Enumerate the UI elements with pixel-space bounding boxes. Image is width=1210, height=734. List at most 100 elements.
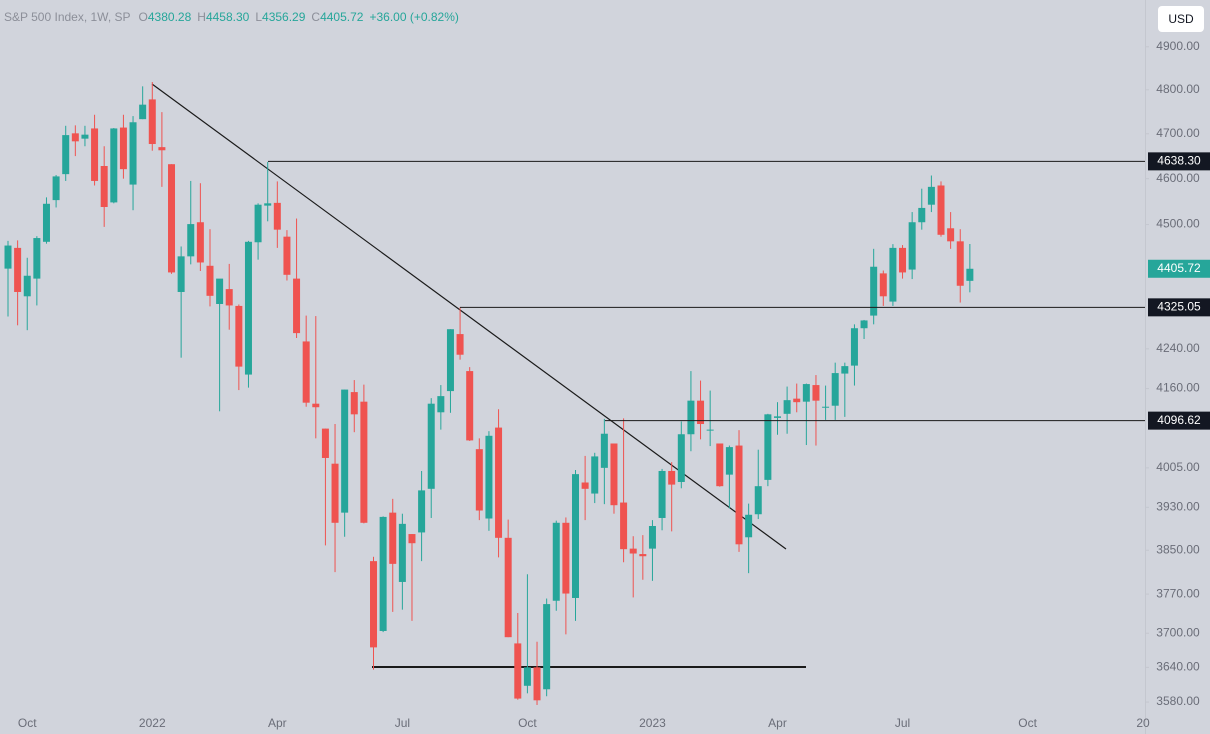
candle-body	[225, 289, 233, 306]
candle-body	[591, 456, 599, 494]
y-tick-label: 3770.00	[1156, 586, 1200, 600]
candle-body	[321, 428, 329, 458]
candle-body	[110, 128, 118, 203]
candle-body	[716, 443, 724, 487]
y-tick-label: 4005.00	[1156, 460, 1200, 474]
currency-button[interactable]: USD	[1158, 6, 1204, 32]
candle-body	[119, 127, 127, 170]
candle-body	[658, 470, 666, 518]
candle-body	[735, 445, 743, 545]
candle-body	[860, 320, 868, 329]
price-label-box	[1148, 411, 1210, 430]
candle-body	[254, 204, 262, 243]
candle-body	[244, 241, 252, 375]
candle-body	[648, 525, 656, 549]
l-letter: L	[255, 10, 263, 24]
y-tick-label: 4500.00	[1156, 217, 1200, 231]
candle-body	[350, 392, 358, 415]
candle-body	[91, 128, 99, 181]
candle-body	[485, 435, 493, 519]
candle-body	[927, 186, 935, 205]
candle-body	[581, 482, 589, 489]
close-value: 4405.72	[320, 10, 364, 24]
y-tick-label: 4160.00	[1156, 381, 1200, 395]
legend-header: S&P 500 Index, 1W, SP O4380.28 H4458.30 L43…	[4, 10, 465, 24]
y-tick-label: 4700.00	[1156, 126, 1200, 140]
candle-body	[533, 667, 541, 701]
candle-body	[379, 516, 387, 631]
x-tick-label: Jul	[895, 716, 910, 730]
x-tick-label: Apr	[768, 716, 787, 730]
candle-body	[754, 486, 762, 515]
candle-body	[360, 401, 368, 523]
candle-body	[33, 238, 41, 279]
candle-body	[783, 400, 791, 414]
candle-body	[543, 604, 551, 690]
candle-body	[418, 490, 426, 533]
candle-body	[697, 400, 705, 425]
x-tick-label: 20	[1136, 716, 1150, 730]
candle-body	[81, 134, 89, 139]
candle-body	[572, 474, 579, 598]
candle-body	[610, 443, 618, 506]
candle-body	[620, 502, 628, 550]
candle-body	[139, 104, 147, 120]
candle-body	[600, 433, 608, 468]
candle-body	[899, 247, 907, 273]
candle-body	[389, 512, 397, 564]
candle-body	[822, 406, 830, 408]
y-tick-label: 3930.00	[1156, 499, 1200, 513]
candle-body	[793, 398, 801, 403]
y-tick-label: 3640.00	[1156, 660, 1200, 674]
candle-body	[639, 554, 647, 557]
candle-body	[966, 268, 974, 281]
candle-body	[177, 256, 185, 292]
candle-body	[552, 522, 560, 601]
candle-body	[4, 245, 12, 269]
price-label: 4096.62	[1157, 413, 1201, 427]
candle-body	[802, 384, 810, 402]
symbol-title: S&P 500 Index, 1W, SP	[4, 10, 131, 24]
o-letter: O	[138, 10, 148, 24]
candle-body	[293, 278, 301, 334]
price-label: 4325.05	[1157, 300, 1201, 314]
candle-body	[302, 341, 310, 403]
candle-body	[408, 534, 416, 544]
candle-body	[331, 463, 339, 523]
y-tick-label: 3850.00	[1156, 542, 1200, 556]
x-tick-label: Apr	[268, 716, 287, 730]
h-letter: H	[197, 10, 206, 24]
candle-body	[523, 667, 531, 686]
high-value: 4458.30	[205, 10, 250, 24]
x-tick-label: 2022	[139, 716, 166, 730]
candle-body	[42, 203, 50, 242]
candle-body	[706, 429, 714, 431]
last-price-box	[1148, 259, 1210, 278]
price-label-box	[1148, 298, 1210, 317]
candle-body	[870, 266, 878, 316]
y-tick-label: 4600.00	[1156, 171, 1200, 185]
candle-body	[264, 203, 272, 206]
candle-body	[456, 334, 464, 355]
candle-body	[129, 122, 137, 185]
y-tick-label: 4800.00	[1156, 82, 1200, 96]
candle-body	[52, 176, 60, 201]
candle-body	[370, 561, 378, 648]
y-tick-label: 3700.00	[1156, 625, 1200, 639]
candle-body	[562, 522, 570, 594]
candle-body	[773, 416, 781, 418]
candle-body	[196, 222, 204, 263]
price-label: 4638.30	[1157, 154, 1201, 168]
candle-body	[745, 514, 753, 538]
candle-body	[62, 135, 70, 175]
candle-body	[918, 207, 926, 223]
candle-body	[947, 228, 955, 242]
x-tick-label: Oct	[1018, 716, 1037, 730]
x-tick-label: Oct	[18, 716, 37, 730]
candle-body	[514, 643, 522, 699]
candle-body	[850, 328, 858, 366]
candle-body	[148, 99, 156, 145]
candle-body	[206, 265, 214, 296]
candle-body	[283, 236, 291, 275]
